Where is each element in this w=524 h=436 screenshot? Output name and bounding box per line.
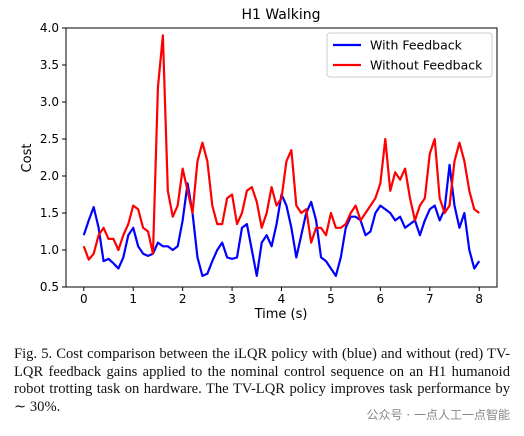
y-tick-label: 2.5 (40, 132, 59, 146)
x-tick-label: 1 (129, 292, 137, 306)
x-tick-label: 2 (179, 292, 187, 306)
x-tick-label: 4 (278, 292, 286, 306)
y-tick-label: 3.0 (40, 95, 59, 109)
x-tick-label: 6 (377, 292, 385, 306)
chart-title: H1 Walking (241, 7, 320, 23)
x-tick-label: 7 (426, 292, 434, 306)
legend-label: Without Feedback (370, 58, 483, 73)
y-tick-label: 0.5 (40, 280, 59, 294)
x-tick-label: 5 (327, 292, 335, 306)
figure-caption: Fig. 5. Cost comparison between the iLQR… (14, 346, 510, 415)
x-tick-label: 8 (475, 292, 483, 306)
legend-label: With Feedback (370, 38, 463, 53)
y-tick-label: 2.0 (40, 169, 59, 183)
y-tick-label: 3.5 (40, 58, 59, 72)
plot-area (82, 34, 481, 277)
chart: H1 Walking Time (s) Cost 0 1 2 3 4 5 6 7 8 0.5 1.0… (20, 7, 498, 322)
x-axis-label: Time (s) (254, 307, 308, 322)
watermark: 公众号 · 一点人工一点智能 (366, 408, 510, 422)
legend-box (326, 32, 493, 78)
x-tick-label: 0 (80, 292, 88, 306)
y-tick-label: 4.0 (40, 21, 59, 35)
y-tick-label: 1.0 (40, 243, 59, 257)
series-line (82, 34, 480, 261)
y-tick-label: 1.5 (40, 206, 59, 220)
x-tick-label: 3 (228, 292, 236, 306)
series-line (82, 163, 481, 277)
y-axis-label: Cost (20, 144, 35, 173)
